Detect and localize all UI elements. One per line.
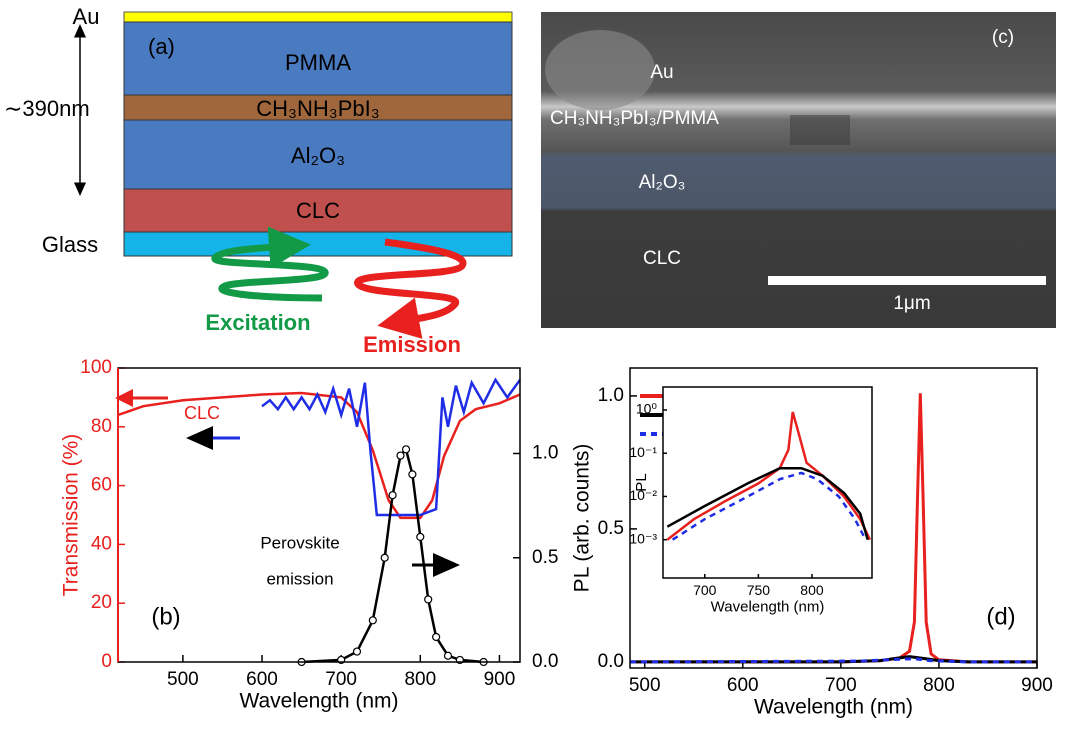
emission-label: Emission [363, 332, 461, 357]
x-tick-label: 600 [246, 669, 278, 690]
layer-label: Al₂O₃ [291, 143, 345, 168]
x-axis-label: Wavelength (nm) [711, 598, 825, 615]
y-tick-label: 0.0 [598, 651, 624, 672]
x-tick-label: 800 [800, 582, 824, 598]
x-tick-label: 500 [167, 669, 199, 690]
y-tick-label: 80 [91, 416, 112, 437]
panel-label: (c) [992, 27, 1014, 48]
data-point [403, 446, 410, 453]
inset-background [663, 387, 872, 578]
series-line [302, 449, 484, 662]
figure: Au (a) PMMA CH₃NH₃PbI₃ Al₂O₃ CLC Glass ∼… [0, 0, 1067, 729]
data-point [417, 533, 424, 540]
x-tick-label: 500 [629, 675, 661, 696]
annotation: Perovskite [260, 533, 339, 552]
x-tick-label: 900 [1021, 675, 1053, 696]
y-axis-label: PL (arb. counts) [571, 444, 594, 593]
y-tick-label: 1.0 [598, 385, 624, 406]
y-tick-label: 10⁰ [636, 401, 658, 417]
data-point [425, 596, 432, 603]
annotation: CLC [184, 403, 220, 423]
y-tick-label: 100 [80, 357, 112, 378]
series-line [118, 393, 520, 518]
data-point [433, 633, 440, 640]
panel-c: (c) Au CH₃NH₃PbI₃/PMMA Al₂O₃ CLC 1μm [541, 12, 1056, 328]
data-point [409, 471, 416, 478]
x-tick-label: 750 [747, 582, 771, 598]
annotation: (b) [151, 603, 180, 630]
layer-label: Au [73, 4, 100, 29]
layer-label: Glass [42, 232, 98, 257]
y2-tick-label: 0.5 [532, 547, 558, 568]
layer-label: CH₃NH₃PbI₃ [256, 96, 379, 121]
y-tick-label: 10⁻³ [629, 530, 657, 546]
x-tick-label: 700 [325, 669, 357, 690]
y-axis-label: PL [633, 473, 650, 491]
layer-au [124, 12, 512, 22]
x-tick-label: 700 [693, 582, 717, 598]
annotation: emission [266, 569, 333, 588]
x-axis-label: Wavelength (nm) [239, 689, 398, 712]
scale-bar-label: 1μm [893, 293, 930, 314]
data-point [444, 652, 451, 659]
y2-tick-label: 1.0 [532, 443, 558, 464]
y2-tick-label: 0.0 [532, 651, 558, 672]
y-tick-label: 10⁻¹ [629, 444, 657, 460]
panel-a: Au (a) PMMA CH₃NH₃PbI₃ Al₂O₃ CLC Glass ∼… [4, 4, 512, 357]
data-point [353, 648, 360, 655]
layer-label: Al₂O₃ [639, 172, 686, 193]
sem-feature [545, 30, 655, 110]
x-tick-label: 700 [825, 675, 857, 696]
y-axis-label: Transmission (%) [60, 434, 83, 597]
y-tick-label: 20 [91, 592, 112, 613]
y-tick-label: 0.5 [598, 518, 624, 539]
x-tick-label: 800 [923, 675, 955, 696]
y-tick-label: 60 [91, 475, 112, 496]
layer-label: CH₃NH₃PbI₃/PMMA [550, 108, 719, 129]
x-tick-label: 900 [484, 669, 516, 690]
panel-label: (a) [148, 34, 175, 59]
x-axis-label: Wavelength (nm) [754, 695, 913, 718]
x-tick-label: 600 [727, 675, 759, 696]
data-point [389, 492, 396, 499]
layer-label: PMMA [285, 50, 351, 75]
y-tick-label: 40 [91, 533, 112, 554]
data-point [381, 554, 388, 561]
layer-label: CLC [643, 248, 681, 269]
annotation: (d) [986, 603, 1015, 630]
scale-bar [768, 276, 1046, 285]
data-point [369, 617, 376, 624]
layer-label: CLC [296, 198, 340, 223]
layer-label: Au [650, 62, 673, 83]
y-tick-label: 0 [101, 651, 112, 672]
x-tick-label: 800 [404, 669, 436, 690]
data-point [397, 452, 404, 459]
thickness-label: ∼390nm [4, 96, 90, 121]
sem-feature [790, 115, 850, 145]
excitation-label: Excitation [205, 310, 310, 335]
